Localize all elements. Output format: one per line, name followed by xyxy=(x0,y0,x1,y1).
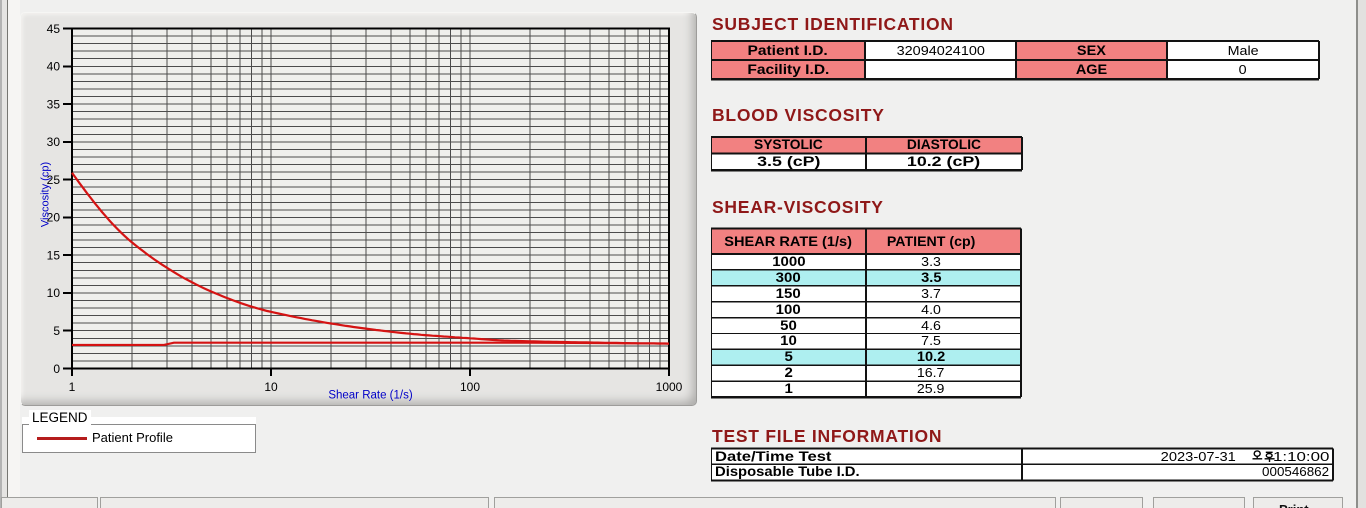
svg-text:30: 30 xyxy=(47,135,61,149)
svg-text:20: 20 xyxy=(47,211,61,225)
svg-text:40: 40 xyxy=(47,60,61,74)
svg-text:5: 5 xyxy=(53,324,60,338)
svg-text:35: 35 xyxy=(47,97,61,111)
svg-text:45: 45 xyxy=(47,22,61,36)
svg-text:1000: 1000 xyxy=(656,380,683,394)
svg-text:25: 25 xyxy=(47,173,61,187)
svg-text:1: 1 xyxy=(69,380,76,394)
svg-text:100: 100 xyxy=(460,380,480,394)
svg-text:Shear Rate (1/s): Shear Rate (1/s) xyxy=(328,390,413,402)
svg-text:10: 10 xyxy=(47,286,61,300)
svg-text:0: 0 xyxy=(53,362,60,376)
svg-text:15: 15 xyxy=(47,248,61,262)
svg-text:10: 10 xyxy=(264,380,278,394)
svg-text:Viscosity (cp): Viscosity (cp) xyxy=(40,162,52,227)
